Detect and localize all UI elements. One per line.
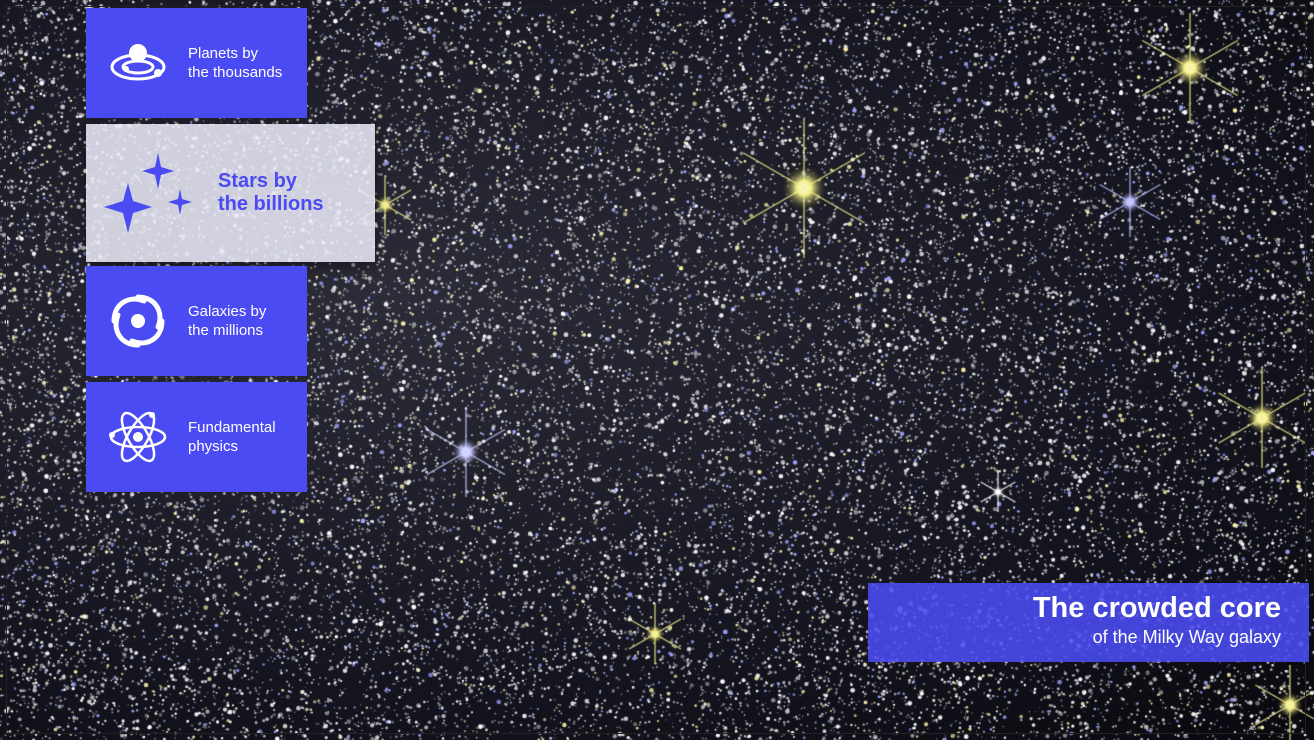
menu-item-planets[interactable]: Planets by the thousands <box>86 8 307 118</box>
menu-item-label: Galaxies by the millions <box>188 303 267 339</box>
image-caption: The crowded core of the Milky Way galaxy <box>868 583 1309 662</box>
menu-item-label: Fundamental physics <box>188 419 276 455</box>
menu-item-label: Stars by the billions <box>218 170 324 215</box>
menu-item-stars[interactable]: Stars by the billions <box>86 124 375 262</box>
atom-icon <box>102 401 174 473</box>
sparkle-stars-icon <box>98 145 194 241</box>
menu-item-physics[interactable]: Fundamental physics <box>86 382 307 492</box>
spiral-galaxy-icon <box>102 285 174 357</box>
menu-item-galaxies[interactable]: Galaxies by the millions <box>86 266 307 376</box>
caption-title: The crowded core <box>1032 592 1281 624</box>
planet-orbit-icon <box>102 27 174 99</box>
caption-subtitle: of the Milky Way galaxy <box>1092 627 1281 647</box>
menu-item-label: Planets by the thousands <box>188 45 283 81</box>
